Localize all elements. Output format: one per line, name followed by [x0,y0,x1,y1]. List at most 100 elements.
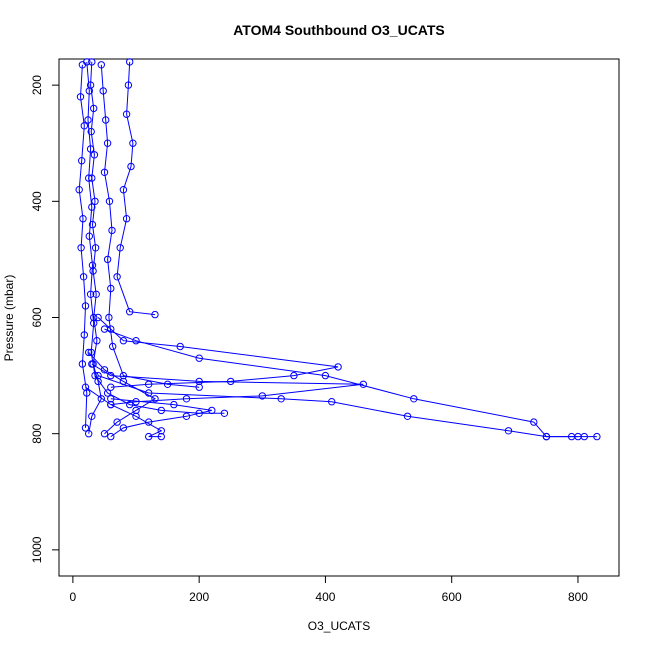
plot-frame [58,58,620,577]
data-point [107,432,115,441]
data-point [145,418,153,426]
data-point [100,168,109,177]
series-line [100,64,200,388]
data-point [126,58,134,66]
x-tick-label: 0 [70,590,77,604]
y-axis: 200 400 600 800 1000 [30,75,60,563]
series-line [86,61,225,414]
data-point [79,273,88,281]
data-point [105,197,114,206]
data-point [84,116,92,124]
data-point [119,377,128,386]
data-point [107,395,115,403]
data-point [85,232,94,240]
x-tick-label: 400 [315,590,335,604]
data-point [97,61,106,69]
data-point [208,406,216,415]
data-point [103,389,112,397]
x-axis: 0 200 400 600 800 [70,575,588,604]
series-line [116,61,156,316]
data-point [119,337,128,345]
data-point [574,432,582,441]
data-point [78,360,87,368]
data-point [85,174,93,182]
data-point [91,244,100,252]
data-point [504,427,513,435]
data-point [93,337,101,345]
data-point [94,377,102,386]
data-point [119,186,128,194]
series-2 [97,61,203,391]
data-point [227,377,235,386]
data-point [87,127,95,136]
data-point [334,363,342,371]
chart-title: ATOM4 Southbound O3_UCATS [233,22,445,38]
data-point [132,412,140,420]
data-point [145,432,153,441]
data-point [403,412,412,420]
data-point [85,87,94,95]
series-line [91,363,364,406]
series-line [88,352,156,435]
data-point [103,139,112,147]
data-point [119,424,128,432]
data-point [105,313,113,322]
data-point [81,383,90,391]
series-4 [113,58,159,319]
data-point [107,400,115,409]
data-point [108,226,116,235]
series-line [85,386,163,438]
series-1 [83,58,229,417]
data-point [88,412,96,420]
data-point [530,418,538,426]
data-point [90,104,98,113]
data-point [157,427,166,435]
data-point [122,215,131,223]
data-point [277,395,285,403]
series-6 [88,360,367,409]
data-point [129,139,137,147]
data-point [195,377,203,386]
data-point [258,392,266,400]
data-point [151,310,159,319]
data-point [157,432,166,441]
data-point [151,395,159,403]
data-point [86,290,95,298]
y-axis-label: Pressure (mbar) [2,275,16,362]
series-11 [107,395,216,441]
data-point [97,395,106,403]
data-point [119,371,128,380]
data-point [126,400,134,409]
data-point [122,110,131,118]
data-point [116,244,124,252]
data-point [100,366,109,374]
data-point [100,430,109,438]
data-point [90,319,98,327]
data-point [88,58,96,66]
data-point [328,398,336,406]
data-point [182,395,191,403]
series-0 [85,58,106,438]
y-tick-label: 800 [30,423,44,443]
data-point [157,406,166,415]
y-tick-label: 200 [30,75,44,95]
data-point [88,360,96,368]
data-point [88,220,97,229]
data-point [170,400,178,409]
data-point [195,354,203,362]
data-point [88,203,96,211]
data-point [80,122,89,130]
data-point [132,337,140,345]
x-tick-label: 600 [442,590,462,604]
data-point [113,273,121,281]
x-tick-label: 800 [568,590,588,604]
data-point [107,284,115,293]
series-10 [81,383,166,441]
data-point [410,395,418,403]
data-point [94,313,102,322]
data-point [126,308,134,316]
data-point [78,61,87,69]
data-point [103,255,112,264]
data-point [75,186,83,194]
